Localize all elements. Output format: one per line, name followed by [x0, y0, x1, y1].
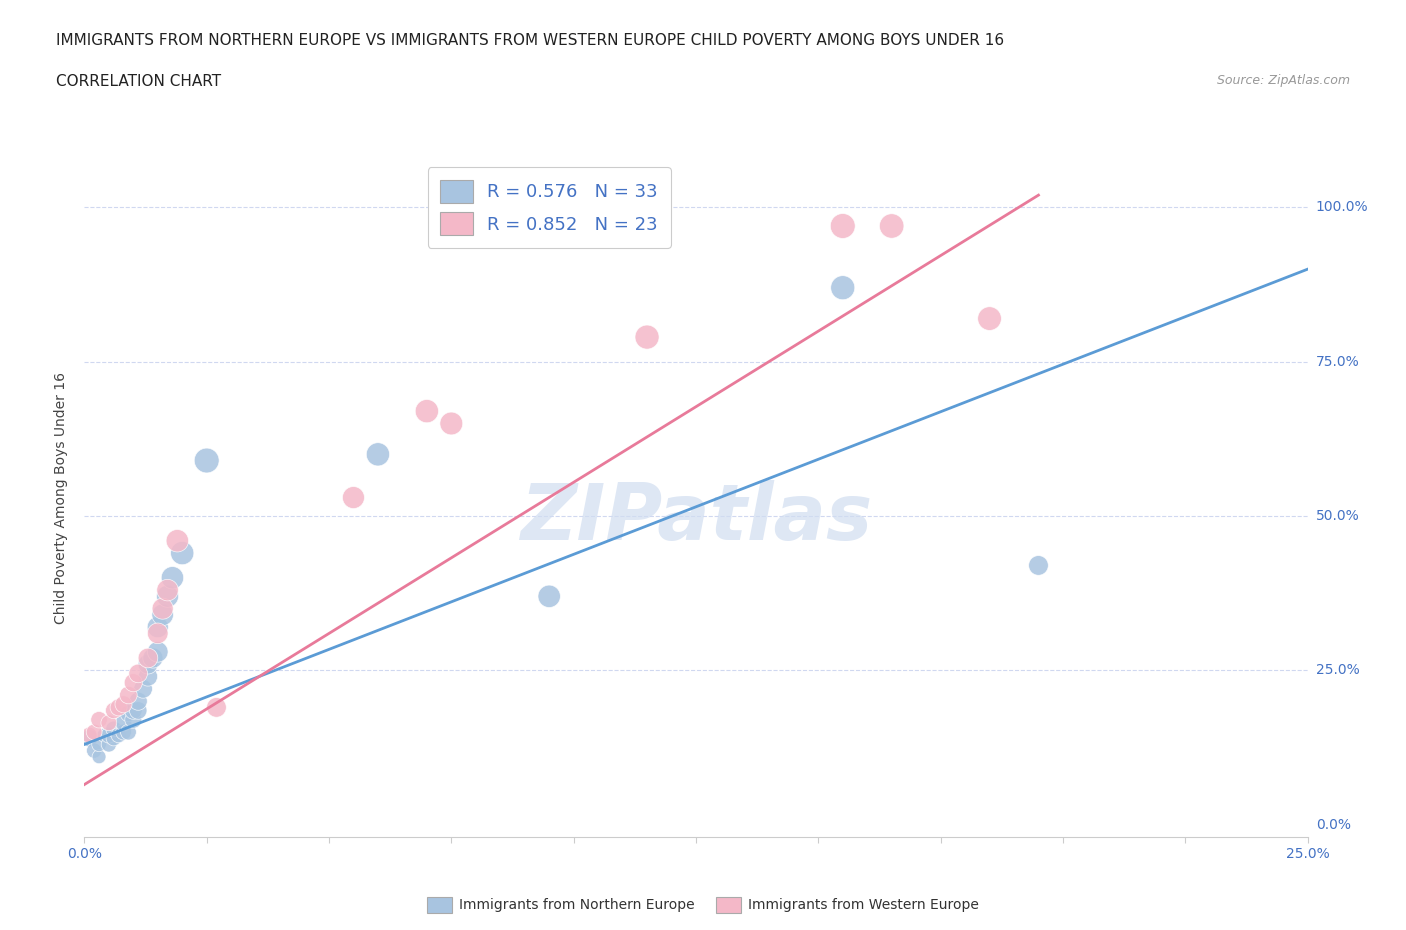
Point — [146, 626, 169, 641]
Point — [122, 703, 145, 718]
Text: 100.0%: 100.0% — [1316, 201, 1368, 215]
Point — [103, 731, 125, 746]
Point — [103, 722, 125, 737]
Point — [103, 703, 125, 718]
Text: 25.0%: 25.0% — [1316, 663, 1360, 677]
Point — [152, 607, 174, 622]
Point — [136, 651, 159, 666]
Point — [77, 731, 100, 746]
Point — [880, 219, 903, 233]
Point — [97, 737, 120, 751]
Point — [416, 404, 439, 418]
Point — [127, 703, 149, 718]
Point — [831, 280, 853, 295]
Text: IMMIGRANTS FROM NORTHERN EUROPE VS IMMIGRANTS FROM WESTERN EUROPE CHILD POVERTY : IMMIGRANTS FROM NORTHERN EUROPE VS IMMIG… — [56, 33, 1004, 47]
Point — [1028, 558, 1050, 573]
Point — [107, 700, 129, 715]
Point — [112, 697, 135, 711]
Point — [538, 589, 561, 604]
Text: 50.0%: 50.0% — [1316, 509, 1360, 523]
Point — [117, 724, 139, 739]
Text: 75.0%: 75.0% — [1316, 354, 1360, 369]
Text: CORRELATION CHART: CORRELATION CHART — [56, 74, 221, 89]
Point — [162, 570, 184, 585]
Point — [83, 724, 105, 739]
Point — [166, 533, 188, 548]
Point — [831, 219, 853, 233]
Point — [87, 737, 110, 751]
Point — [132, 682, 155, 697]
Text: ZIPatlas: ZIPatlas — [520, 480, 872, 556]
Point — [93, 727, 115, 742]
Point — [205, 700, 228, 715]
Point — [440, 416, 463, 431]
Point — [152, 601, 174, 616]
Point — [112, 715, 135, 730]
Point — [195, 453, 218, 468]
Point — [97, 727, 120, 742]
Point — [87, 750, 110, 764]
Point — [367, 447, 389, 462]
Point — [136, 669, 159, 684]
Point — [342, 490, 364, 505]
Legend: Immigrants from Northern Europe, Immigrants from Western Europe: Immigrants from Northern Europe, Immigra… — [422, 891, 984, 919]
Point — [136, 657, 159, 671]
Point — [979, 312, 1001, 326]
Point — [146, 644, 169, 659]
Point — [156, 583, 179, 598]
Point — [122, 712, 145, 727]
Point — [127, 666, 149, 681]
Point — [127, 694, 149, 709]
Point — [122, 675, 145, 690]
Text: Source: ZipAtlas.com: Source: ZipAtlas.com — [1216, 74, 1350, 87]
Point — [146, 619, 169, 634]
Point — [156, 589, 179, 604]
Point — [112, 724, 135, 739]
Point — [97, 715, 120, 730]
Point — [117, 687, 139, 702]
Point — [107, 727, 129, 742]
Point — [77, 727, 100, 742]
Point — [636, 329, 658, 344]
Y-axis label: Child Poverty Among Boys Under 16: Child Poverty Among Boys Under 16 — [55, 372, 69, 623]
Point — [117, 706, 139, 721]
Point — [142, 651, 165, 666]
Point — [87, 712, 110, 727]
Point — [83, 743, 105, 758]
Text: 0.0%: 0.0% — [1316, 817, 1351, 831]
Point — [172, 546, 194, 561]
Legend: R = 0.576   N = 33, R = 0.852   N = 23: R = 0.576 N = 33, R = 0.852 N = 23 — [427, 167, 671, 247]
